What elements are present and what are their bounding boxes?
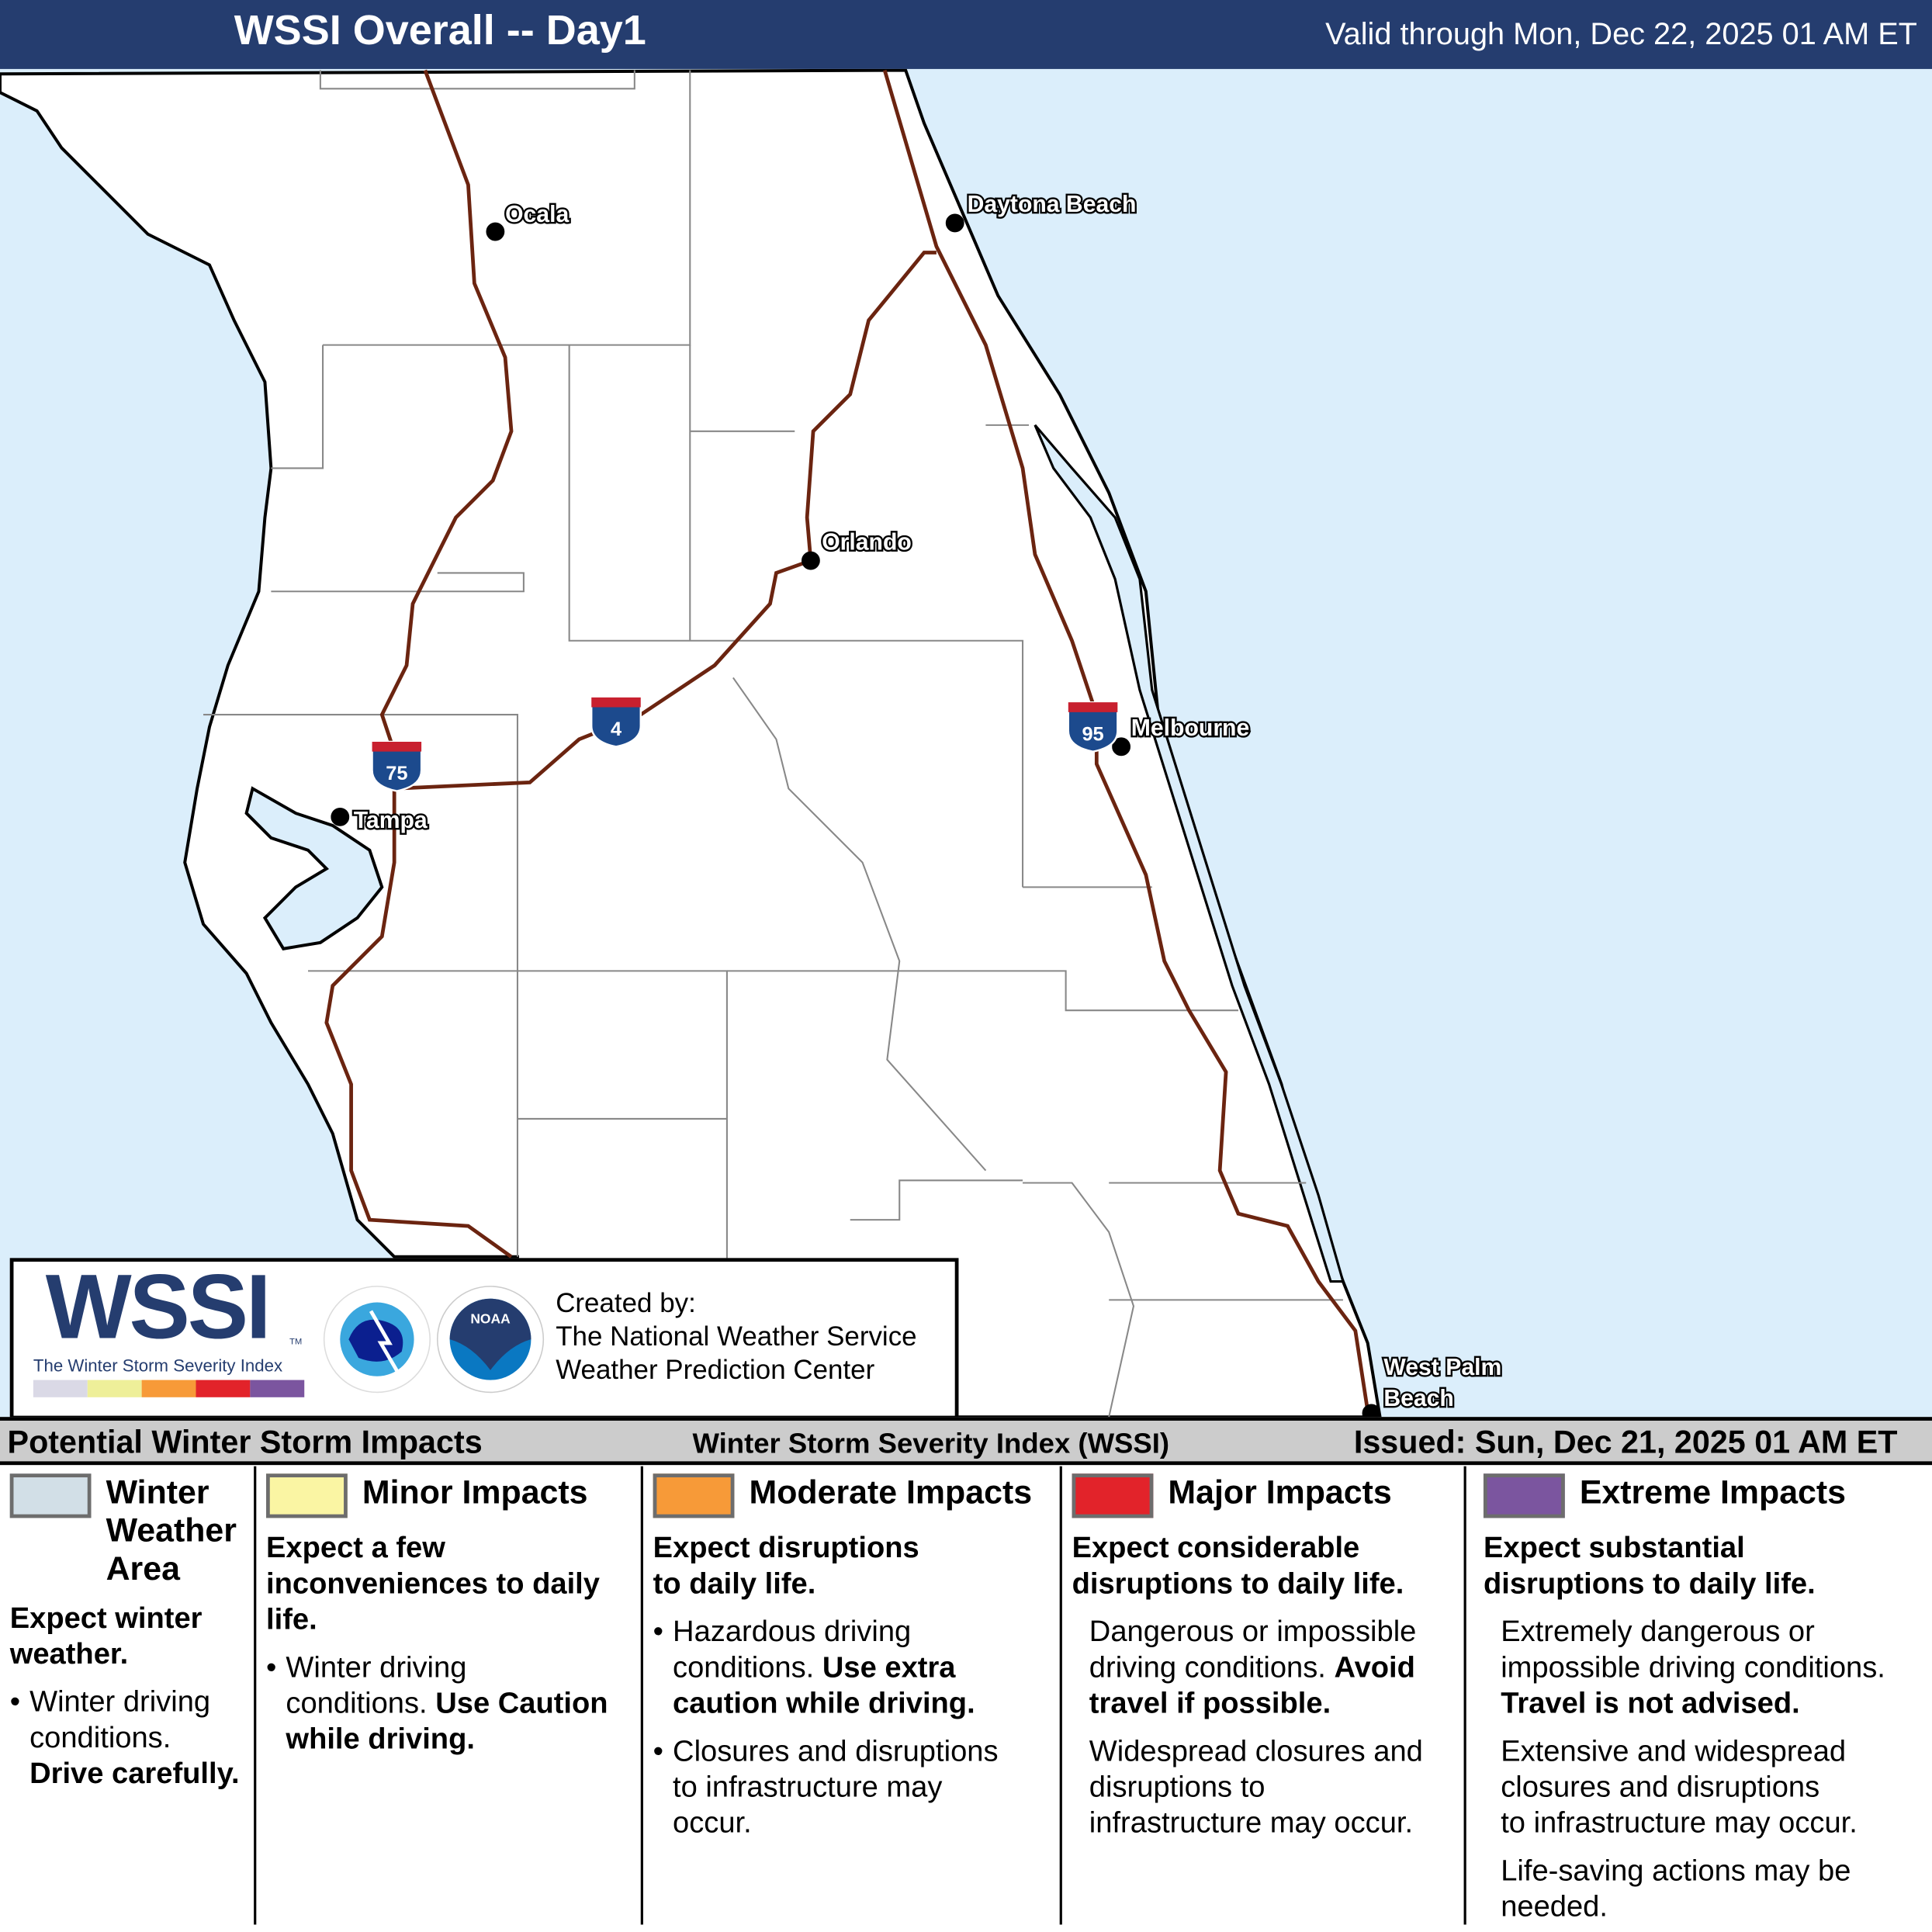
svg-text:75: 75 xyxy=(386,763,407,784)
legend-divider xyxy=(1463,1466,1466,1925)
logo-box: WSSI TM The Winter Storm Severity Index … xyxy=(9,1255,959,1420)
valid-time: Valid through Mon, Dec 22, 2025 01 AM ET xyxy=(1325,17,1917,52)
i75-route xyxy=(324,69,514,1259)
interstate-shields: 75 4 95 xyxy=(371,696,1119,792)
city-west-palm-beach: West Palm xyxy=(1383,1355,1501,1380)
swatch-extreme xyxy=(1483,1473,1565,1518)
i4-route xyxy=(394,251,937,791)
swatch-moderate xyxy=(653,1473,735,1518)
legend-divider xyxy=(640,1466,643,1925)
tampa-bay xyxy=(244,786,384,950)
map-title: WSSI Overall -- Day1 xyxy=(234,7,646,54)
i4-shield-icon: 4 xyxy=(590,696,642,748)
city-orlando: Orlando xyxy=(822,529,912,555)
nws-logo-icon xyxy=(323,1286,431,1394)
svg-text:95: 95 xyxy=(1082,723,1103,745)
legend-winter-weather-area: Winter Weather Area Expect winter weather. … xyxy=(0,1473,251,1792)
i75-shield-icon: 75 xyxy=(371,740,423,792)
city-markers: Ocala Daytona Beach Orlando Melbourne Ta… xyxy=(331,190,1504,1418)
city-melbourne: Melbourne xyxy=(1131,715,1249,741)
legend-minor-impacts: Minor Impacts Expect a few inconveniences… xyxy=(256,1473,640,1757)
svg-text:4: 4 xyxy=(611,718,621,740)
city-daytona-beach: Daytona Beach xyxy=(968,192,1137,217)
legend-divider xyxy=(254,1466,257,1925)
swatch-minor xyxy=(266,1473,348,1518)
legend-divider xyxy=(1059,1466,1062,1925)
city-ocala: Ocala xyxy=(505,202,569,227)
interstate-highways xyxy=(324,69,1370,1411)
svg-text:NOAA: NOAA xyxy=(470,1311,511,1327)
swatch-major xyxy=(1072,1473,1154,1518)
noaa-logo-icon: NOAA xyxy=(436,1286,545,1394)
legend-major-impacts: Major Impacts Expect considerable disrupt… xyxy=(1072,1473,1423,1840)
county-lines xyxy=(203,70,1343,1418)
issued-time: Issued: Sun, Dec 21, 2025 01 AM ET xyxy=(1353,1423,1898,1460)
svg-text:Beach: Beach xyxy=(1383,1386,1454,1411)
city-tampa: Tampa xyxy=(354,808,428,833)
i95-shield-icon: 95 xyxy=(1067,701,1119,753)
wssi-subtitle: The Winter Storm Severity Index xyxy=(33,1355,283,1376)
wssi-logo: WSSI xyxy=(45,1255,272,1358)
header-bar: WSSI Overall -- Day1 Valid through Mon, … xyxy=(0,0,1932,69)
info-strip: Potential Winter Storm Impacts Winter St… xyxy=(0,1417,1932,1466)
land xyxy=(0,68,1382,1418)
swatch-winter xyxy=(9,1473,92,1518)
indian-river-lagoon xyxy=(1034,424,1345,1283)
florida-map: Ocala Daytona Beach Orlando Melbourne Ta… xyxy=(0,68,1932,1418)
legend-extreme-impacts: Extreme Impacts Expect substantial disrup… xyxy=(1483,1473,1885,1923)
created-by: Created by: The National Weather Service W… xyxy=(556,1287,917,1385)
i95-route xyxy=(882,69,1370,1411)
legend-moderate-impacts: Moderate Impacts Expect disruptions to da… xyxy=(643,1473,1060,1840)
wssi-color-bar xyxy=(33,1380,305,1397)
